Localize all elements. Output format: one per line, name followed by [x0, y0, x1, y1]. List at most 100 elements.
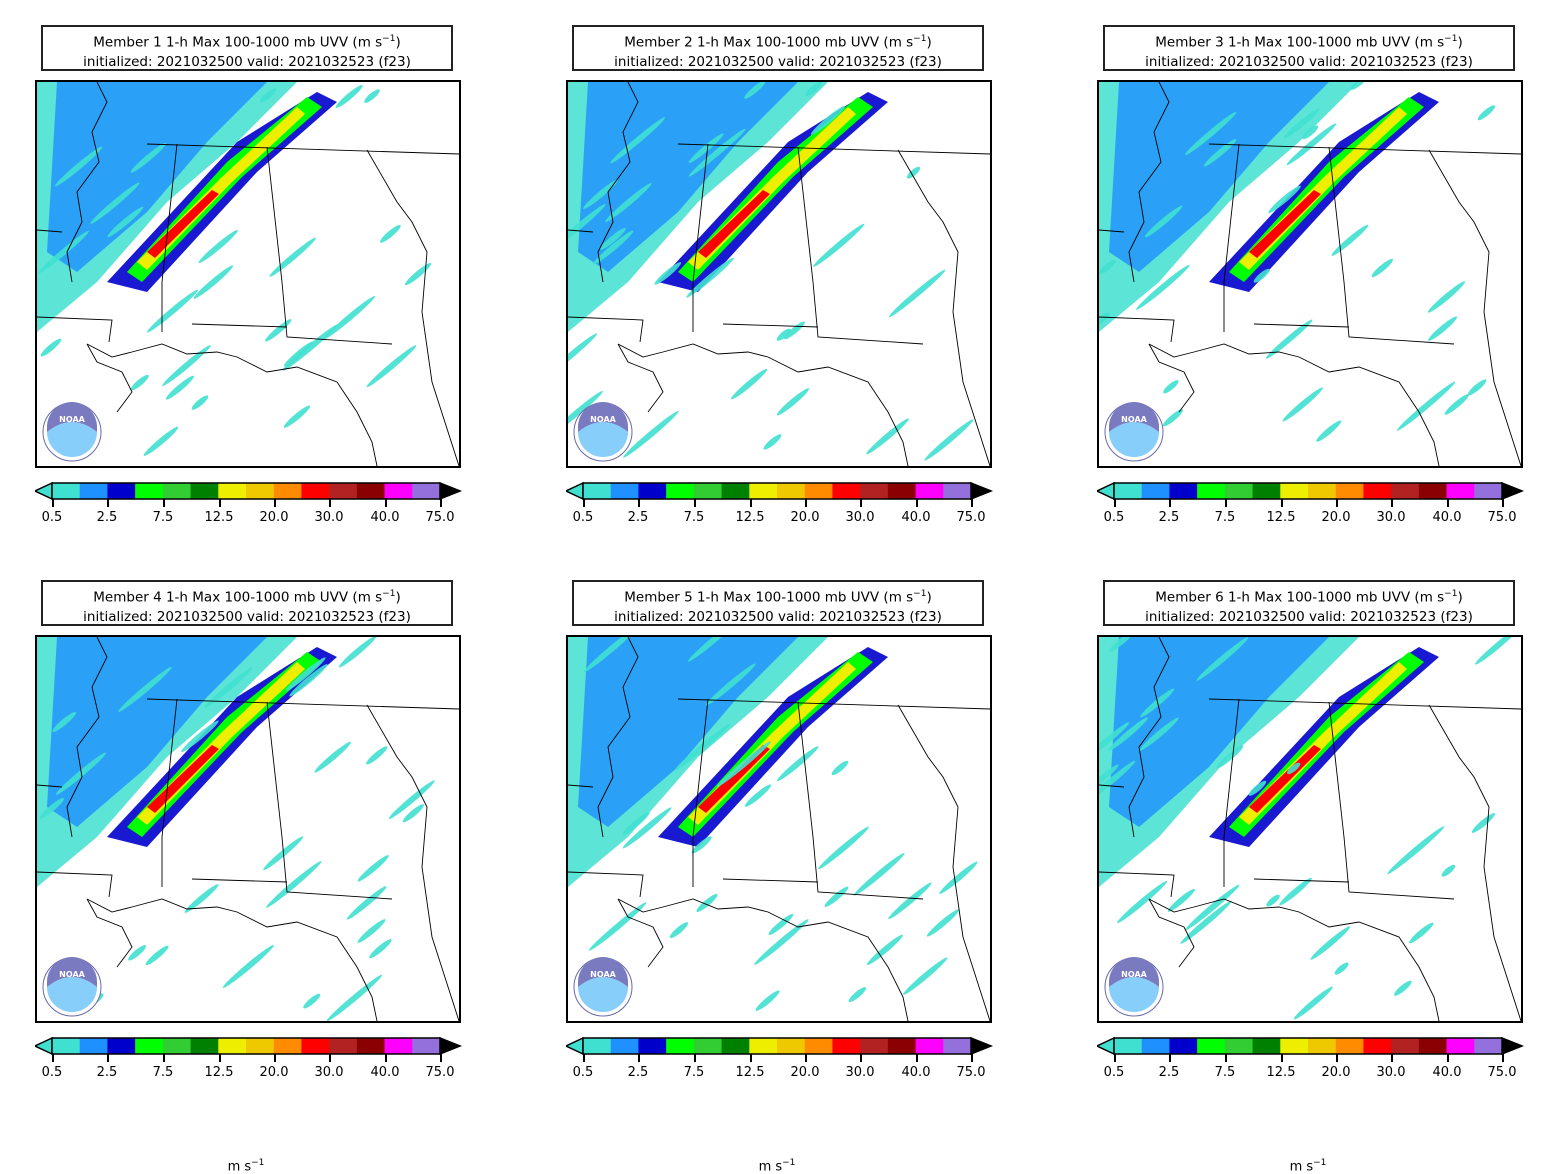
colorbar-swatch — [1280, 1038, 1309, 1054]
colorbar-swatch — [1224, 483, 1254, 499]
colorbar-swatch — [749, 1038, 778, 1054]
colorbar-swatch — [583, 1038, 612, 1054]
colorbar-tick — [1114, 1054, 1116, 1062]
colorbar-tick — [916, 1054, 918, 1062]
colorbar-swatch — [1391, 1038, 1420, 1054]
colorbar-swatch — [246, 1038, 275, 1054]
colorbar: 0.5 2.5 7.5 12.5 20.0 30.0 40.0 75.0 — [566, 478, 996, 548]
colorbar-tick-label: 12.5 — [204, 1065, 234, 1080]
colorbar-swatch — [1280, 483, 1309, 499]
colorbar-tick-label: 20.0 — [259, 510, 289, 525]
colorbar-swatch — [915, 1038, 944, 1054]
colorbar-tick-label: 40.0 — [370, 510, 400, 525]
colorbar-swatch — [749, 483, 778, 499]
colorbar-tick — [750, 499, 752, 507]
colorbar-tick — [860, 499, 862, 507]
colorbar-tick-label: 40.0 — [901, 1065, 931, 1080]
title-line-2: initialized: 2021032500 valid: 202103252… — [614, 53, 942, 70]
title-line-2: initialized: 2021032500 valid: 202103252… — [1145, 53, 1473, 70]
colorbar-tick — [385, 499, 387, 507]
colorbar-swatch — [832, 1038, 861, 1054]
colorbar: 0.5 2.5 7.5 12.5 20.0 30.0 40.0 75.0 — [566, 1033, 996, 1103]
colorbar-tick-label: 20.0 — [790, 1065, 820, 1080]
colorbar-tick — [107, 1054, 109, 1062]
title-line-1: Member 3 1-h Max 100-1000 mb UVV (m s−1) — [1105, 30, 1513, 53]
colorbar-swatch — [804, 483, 833, 499]
units-open: (m s — [352, 34, 383, 51]
colorbar-swatch — [412, 483, 441, 499]
colorbar-swatch — [162, 483, 192, 499]
colorbar-tick — [1225, 499, 1227, 507]
colorbar-swatch — [860, 1038, 889, 1054]
colorbar-swatch — [218, 483, 247, 499]
logo-text: NOAA — [59, 415, 85, 424]
title-line-2: initialized: 2021032500 valid: 202103252… — [83, 53, 411, 70]
colorbar-swatch — [804, 1038, 833, 1054]
colorbar-tick — [638, 1054, 640, 1062]
colorbar-tick-label: 40.0 — [901, 510, 931, 525]
colorbar-swatch — [666, 483, 695, 499]
units-close: ) — [395, 34, 401, 51]
colorbar-swatch — [610, 1038, 639, 1054]
colorbar-tick — [1281, 499, 1283, 507]
colorbar-tick-label: 75.0 — [956, 510, 986, 525]
colorbar-tick-label: 30.0 — [1376, 1065, 1406, 1080]
colorbar-swatch — [356, 483, 386, 499]
colorbar-tick — [274, 499, 276, 507]
colorbar-swatch — [329, 483, 358, 499]
colorbar-swatch — [135, 483, 164, 499]
colorbar-tick — [1169, 499, 1171, 507]
colorbar-tick-label: 7.5 — [1214, 1065, 1236, 1080]
colorbar-tick-label: 0.5 — [41, 510, 63, 525]
units-close: ) — [395, 589, 401, 606]
colorbar-tick-label: 20.0 — [1321, 510, 1351, 525]
units-exponent: −1 — [1444, 34, 1458, 44]
colorbar-swatch — [1418, 483, 1448, 499]
colorbar-swatch — [52, 483, 81, 499]
title-line-1: Member 4 1-h Max 100-1000 mb UVV (m s−1) — [43, 585, 451, 608]
colorbar-tick — [860, 1054, 862, 1062]
member-label: Member 5 1-h Max 100-1000 mb UVV — [624, 589, 880, 606]
colorbar-swatch — [1169, 1038, 1198, 1054]
colorbar-swatch — [1197, 1038, 1226, 1054]
colorbar-tick-label: 75.0 — [1487, 510, 1517, 525]
units-close: ) — [926, 589, 932, 606]
colorbar-tick-label: 20.0 — [1321, 1065, 1351, 1080]
uvv-map: NOAA — [566, 80, 992, 468]
colorbar-tick — [638, 499, 640, 507]
colorbar-tick-label: 75.0 — [425, 1065, 455, 1080]
colorbar-swatch — [638, 483, 667, 499]
colorbar-swatch — [356, 1038, 386, 1054]
units-exponent: −1 — [782, 1158, 796, 1168]
units-exponent: −1 — [1313, 1158, 1327, 1168]
colorbar-swatch — [190, 1038, 219, 1054]
colorbar-tick-label: 40.0 — [370, 1065, 400, 1080]
units-open: (m s — [1414, 34, 1445, 51]
colorbar: 0.5 2.5 7.5 12.5 20.0 30.0 40.0 75.0 — [35, 1033, 465, 1103]
colorbar-tick — [274, 1054, 276, 1062]
colorbar-tick — [219, 1054, 221, 1062]
colorbar-swatch — [583, 483, 612, 499]
colorbar-tick — [329, 1054, 331, 1062]
member-label: Member 2 1-h Max 100-1000 mb UVV — [624, 34, 880, 51]
colorbar-tick — [805, 1054, 807, 1062]
units-label: m s — [227, 1159, 252, 1174]
colorbar-tick-label: 40.0 — [1432, 510, 1462, 525]
colorbar-swatch — [721, 1038, 750, 1054]
uvv-map: NOAA — [1097, 635, 1523, 1023]
colorbar-swatch — [1252, 1038, 1281, 1054]
logo-text: NOAA — [59, 970, 85, 979]
colorbar-swatch — [301, 1038, 330, 1054]
colorbar-tick — [750, 1054, 752, 1062]
logo-text: NOAA — [1121, 970, 1147, 979]
title-line-1: Member 6 1-h Max 100-1000 mb UVV (m s−1) — [1105, 585, 1513, 608]
title-line-1: Member 1 1-h Max 100-1000 mb UVV (m s−1) — [43, 30, 451, 53]
colorbar-swatch — [1363, 483, 1392, 499]
colorbar-tick — [107, 499, 109, 507]
colorbar-swatch — [412, 1038, 441, 1054]
colorbar-swatch — [1446, 1038, 1475, 1054]
logo-text: NOAA — [590, 970, 616, 979]
colorbar-tick-label: 30.0 — [1376, 510, 1406, 525]
colorbar-tick — [163, 1054, 165, 1062]
ensemble-member-panel: Member 5 1-h Max 100-1000 mb UVV (m s−1)… — [566, 580, 1006, 1174]
